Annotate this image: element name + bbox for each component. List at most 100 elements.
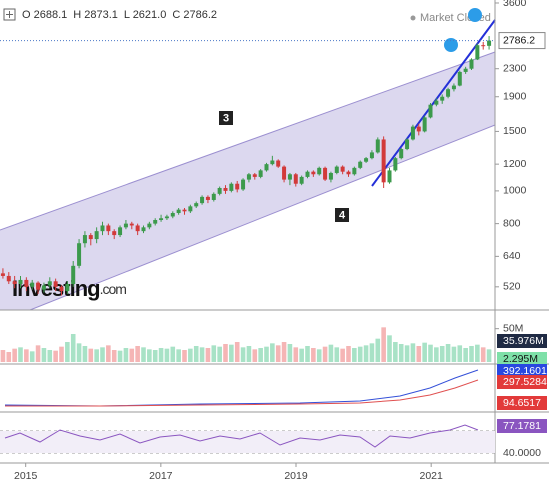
crosshair-icon[interactable]: [3, 8, 16, 21]
histogram-label: 94.6517: [503, 397, 541, 409]
volume-ma-label-box: [497, 334, 547, 348]
x-tick-label: 2021: [419, 470, 443, 482]
candle-body: [393, 158, 398, 171]
volume-bar: [182, 350, 187, 362]
volume-bar: [41, 348, 47, 362]
y-tick-label: 800: [503, 217, 521, 229]
pivot-icon[interactable]: [468, 8, 482, 22]
signal-label-box: [497, 375, 547, 389]
histogram-label-box: [497, 396, 547, 410]
y-tick-label: 520: [503, 281, 521, 293]
volume-bar: [170, 346, 176, 362]
volume-bar: [223, 344, 228, 362]
rsi-tick-label: 40.0000: [503, 447, 541, 459]
candle-body: [82, 235, 87, 244]
candle-body: [463, 68, 468, 72]
candle-body: [6, 275, 11, 282]
volume-bar: [176, 349, 181, 362]
candle-body: [30, 282, 35, 287]
volume-bar: [94, 349, 99, 362]
volume-bar: [123, 348, 129, 362]
candle-body: [305, 171, 310, 177]
annotation: 3: [223, 112, 229, 124]
candle-body: [141, 227, 146, 232]
volume-bar: [106, 345, 111, 362]
candle-body: [416, 126, 421, 132]
volume-bar: [164, 348, 170, 362]
volume-bar: [193, 346, 199, 362]
candle-body: [299, 176, 304, 184]
candle-body: [53, 281, 58, 287]
candle-body: [481, 45, 486, 47]
volume-bar: [12, 348, 17, 362]
candle-body: [381, 139, 386, 183]
volume-last-label-box: [497, 352, 547, 366]
volume-bar: [6, 352, 12, 362]
candle-body: [258, 170, 263, 177]
volume-bar: [29, 351, 35, 362]
candle-body: [59, 286, 64, 292]
annotation-box: [335, 208, 349, 222]
volume-bar: [416, 346, 422, 362]
candle-body: [451, 85, 456, 90]
candle-body: [428, 104, 433, 118]
x-tick-label: 2019: [284, 470, 308, 482]
ohlc-value: H 2873.1: [73, 9, 118, 21]
candle-body: [457, 71, 462, 86]
volume-bar: [135, 346, 140, 362]
x-tick-label: 2017: [149, 470, 173, 482]
candle-body: [317, 167, 322, 175]
volume-bar: [47, 350, 53, 362]
volume-bar: [152, 350, 158, 362]
pivot-icon[interactable]: [444, 38, 458, 52]
annotation-box: [219, 111, 233, 125]
volume-bar: [111, 350, 117, 362]
candle-body: [358, 161, 363, 168]
candle-body: [88, 235, 93, 240]
candle-body: [264, 164, 269, 171]
volume-bar: [463, 348, 468, 362]
candle-body: [112, 231, 117, 236]
candle-body: [94, 231, 99, 240]
ohlc-value: O 2688.1: [22, 9, 67, 21]
candle-body: [399, 149, 404, 159]
volume-bar: [199, 347, 205, 362]
candle-body: [252, 174, 257, 177]
candle-body: [328, 172, 333, 180]
y-tick-label: 1500: [503, 125, 527, 137]
volume-bar: [445, 344, 451, 362]
candle-body: [422, 117, 427, 132]
volume-bar: [59, 346, 64, 362]
candle-body: [159, 218, 164, 221]
volume-bar: [217, 346, 222, 362]
y-tick-label: 1900: [503, 91, 527, 103]
signal-label: 297.5284: [503, 376, 547, 388]
candle-body: [18, 279, 23, 285]
price-channel: [0, 52, 495, 310]
volume-bar: [393, 342, 398, 362]
volume-bar: [35, 345, 41, 362]
volume-bar: [24, 349, 29, 362]
macd-label-box: [497, 364, 547, 378]
logo-suffix: .com: [100, 281, 127, 297]
candle-body: [182, 209, 187, 212]
volume-bar: [270, 343, 275, 362]
candle-body: [246, 174, 251, 180]
volume-bar: [434, 347, 439, 362]
candle-body: [41, 285, 46, 290]
volume-bar: [264, 346, 269, 362]
volume-bar: [422, 342, 427, 362]
annotation: 4: [339, 209, 346, 221]
macd-label: 392.1601: [503, 365, 547, 377]
volume-bar: [82, 346, 88, 362]
volume-bar: [299, 348, 304, 362]
volume-bar: [275, 345, 281, 362]
volume-bar: [18, 347, 23, 362]
candle-body: [334, 166, 339, 173]
volume-bar: [234, 342, 240, 362]
candle-body: [364, 158, 369, 162]
volume-bar: [305, 346, 310, 362]
ohlc-value: C 2786.2: [172, 9, 217, 21]
volume-tick-label: 50M: [503, 322, 523, 334]
last-price-box: [498, 32, 546, 50]
